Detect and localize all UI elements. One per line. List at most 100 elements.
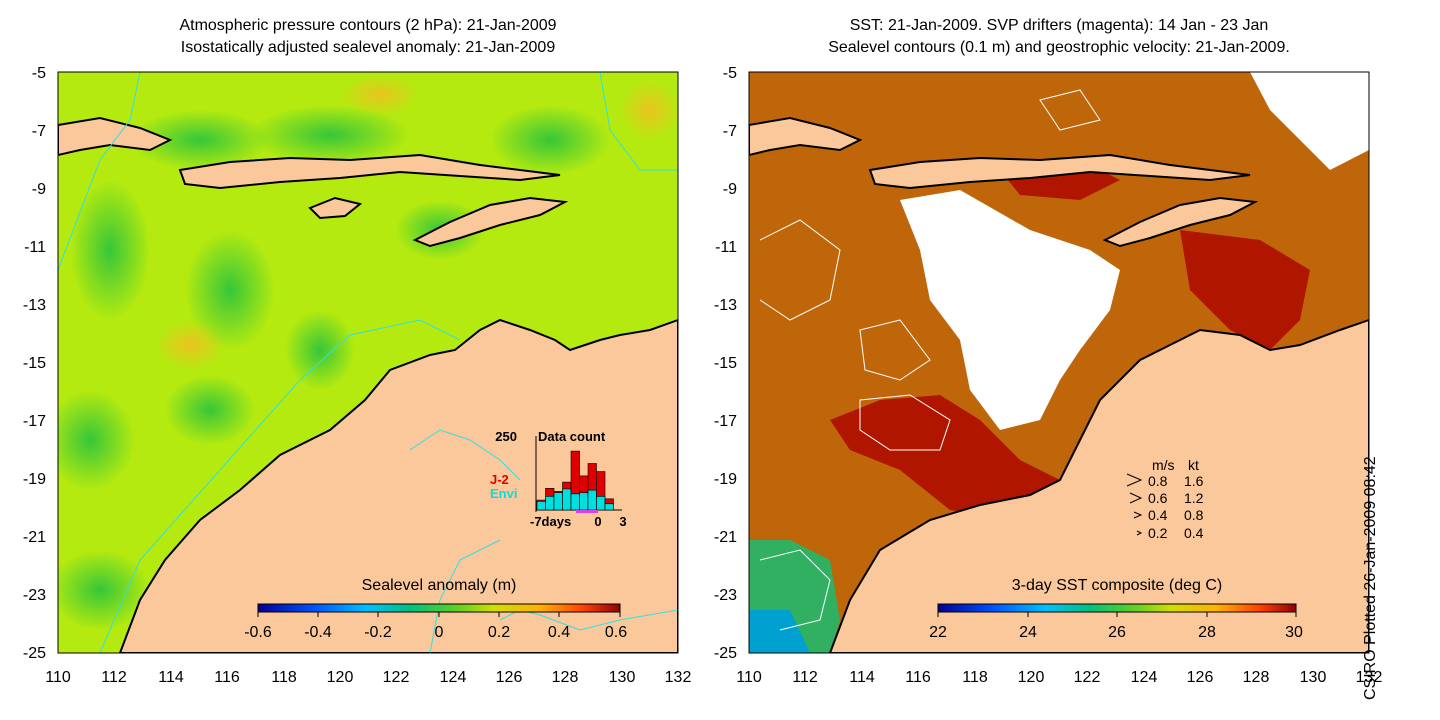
sst-colorbar-title: 3-day SST composite (deg C) xyxy=(1012,577,1222,594)
velocity-header-ms: m/s xyxy=(1152,457,1175,473)
sst-colorbar-tick: 22 xyxy=(929,624,947,641)
pressure-contour xyxy=(599,72,678,171)
left-y-tick: -23 xyxy=(23,587,46,604)
left-y-tick: -13 xyxy=(23,297,46,314)
histogram-bar-envi xyxy=(570,493,580,511)
right-y-tick: -17 xyxy=(714,413,737,430)
velocity-kt-value: 0.8 xyxy=(1184,507,1204,523)
right-y-tick: -9 xyxy=(723,181,737,198)
left-map-frame xyxy=(57,71,679,654)
sla-colorbar-tick: 0.6 xyxy=(605,624,627,641)
sla-colorbar-tick: 0 xyxy=(435,624,444,641)
left-y-tick: -17 xyxy=(23,413,46,430)
data-count-time-marker xyxy=(576,510,598,513)
pressure-contour xyxy=(429,539,501,653)
sla-blob xyxy=(130,110,270,170)
velocity-arrow-icon xyxy=(1126,473,1143,487)
pressure-contour xyxy=(99,319,461,653)
sealevel-contour xyxy=(1039,89,1101,131)
velocity-kt-value: 0.4 xyxy=(1184,525,1204,541)
right-x-tick: 132 xyxy=(1356,669,1383,686)
right-x-tick: 128 xyxy=(1243,669,1270,686)
data-count-title: Data count xyxy=(538,429,606,444)
sla-colorbar-tick: 0.2 xyxy=(488,624,510,641)
sst-cool-region xyxy=(749,610,810,653)
sst-colorbar-tick: 24 xyxy=(1019,624,1037,641)
velocity-arrow-icon xyxy=(1129,492,1143,504)
legend-j2: J-2 xyxy=(490,472,509,487)
left-y-tick: -11 xyxy=(24,239,46,256)
right-title-line2: Sealevel contours (0.1 m) and geostrophi… xyxy=(828,39,1290,56)
java-island xyxy=(58,116,173,157)
right-x-tick: 114 xyxy=(849,669,875,686)
right-y-tick: -7 xyxy=(723,123,737,140)
sla-colorbar-tick: -0.2 xyxy=(364,624,392,641)
right-y-tick: -25 xyxy=(714,645,737,662)
sst-colorbar-tick: 30 xyxy=(1285,624,1303,641)
left-x-tick: 126 xyxy=(496,669,523,686)
australia-land xyxy=(118,318,678,653)
lesser-sunda-islands xyxy=(868,153,1251,190)
right-y-tick: -19 xyxy=(714,471,737,488)
data-count-x-start: -7days xyxy=(530,514,571,529)
sst-colorbar-tick-marks xyxy=(937,612,1297,617)
right-map-frame xyxy=(748,71,1370,654)
velocity-kt-value: 1.6 xyxy=(1184,473,1204,489)
left-y-tick: -9 xyxy=(32,181,46,198)
left-y-tick: -19 xyxy=(23,471,46,488)
velocity-arrow-icon xyxy=(1136,530,1143,536)
sla-blob xyxy=(250,105,410,165)
right-x-tick: 124 xyxy=(1131,669,1158,686)
pressure-contour xyxy=(58,72,141,271)
australia-land xyxy=(828,318,1369,653)
right-x-tick: 118 xyxy=(962,669,988,686)
sst-colorbar xyxy=(937,603,1297,613)
left-x-tick: 120 xyxy=(327,669,354,686)
left-y-tick: -15 xyxy=(23,355,46,372)
sla-colorbar-tick: -0.6 xyxy=(244,624,272,641)
sla-colorbar-tick: 0.4 xyxy=(548,624,570,641)
right-x-tick: 122 xyxy=(1074,669,1101,686)
right-x-tick: 130 xyxy=(1300,669,1327,686)
sla-colorbar-tick: -0.4 xyxy=(304,624,332,641)
left-x-tick: 110 xyxy=(45,669,71,686)
velocity-ms-value: 0.8 xyxy=(1148,473,1168,489)
sealevel-contour xyxy=(759,549,831,631)
sla-colorbar-tick-marks xyxy=(257,612,621,617)
lesser-sunda-islands xyxy=(178,153,561,190)
right-y-tick: -5 xyxy=(723,65,737,82)
right-x-tick: 116 xyxy=(905,669,931,686)
data-count-x-zero: 0 xyxy=(594,514,601,529)
sla-blob xyxy=(70,180,150,320)
velocity-header-kt: kt xyxy=(1188,457,1199,473)
left-y-tick: -7 xyxy=(32,123,46,140)
sst-cloud-mask xyxy=(900,190,1120,430)
sla-blob xyxy=(155,320,225,370)
histogram-bar-envi xyxy=(553,492,563,511)
velocity-arrow-icon xyxy=(1133,511,1143,519)
sealevel-contour xyxy=(859,319,931,381)
left-y-tick: -21 xyxy=(23,529,46,546)
left-x-tick: 122 xyxy=(383,669,410,686)
java-island xyxy=(749,116,863,157)
sst-colorbar-tick: 28 xyxy=(1198,624,1216,641)
left-title-line1: Atmospheric pressure contours (2 hPa): 2… xyxy=(179,17,557,34)
right-y-tick: -13 xyxy=(714,297,737,314)
velocity-ms-value: 0.2 xyxy=(1148,525,1168,541)
sealevel-contour xyxy=(859,394,951,451)
sla-blob xyxy=(340,75,420,115)
sla-blob xyxy=(58,390,135,490)
right-y-tick: -23 xyxy=(714,587,737,604)
sla-blob xyxy=(165,375,255,445)
left-x-tick: 128 xyxy=(552,669,579,686)
pressure-contour xyxy=(409,429,521,481)
sst-cloud-mask xyxy=(1250,72,1369,170)
sla-blob xyxy=(185,230,275,350)
left-y-tick: -5 xyxy=(32,65,46,82)
histogram-bar-envi xyxy=(604,503,614,511)
right-y-tick: -15 xyxy=(714,355,737,372)
right-x-tick: 126 xyxy=(1187,669,1214,686)
right-x-tick: 110 xyxy=(736,669,762,686)
velocity-ms-value: 0.6 xyxy=(1148,490,1168,506)
